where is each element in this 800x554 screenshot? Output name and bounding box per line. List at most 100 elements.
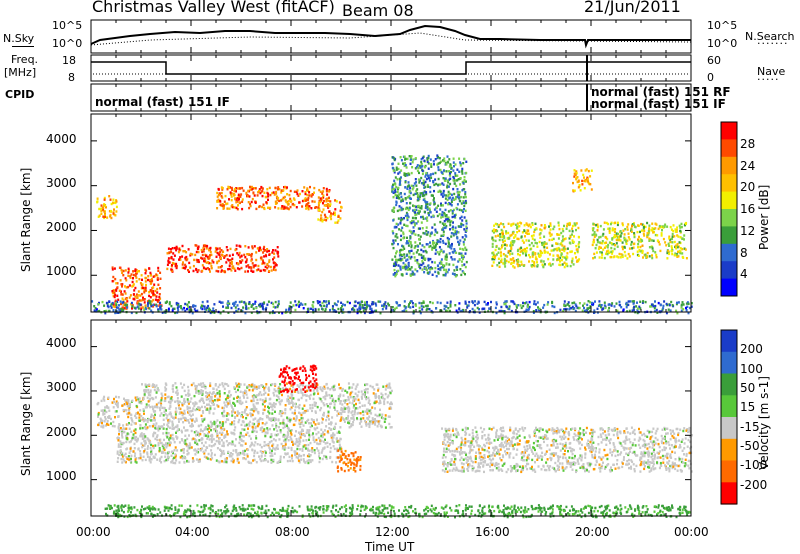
heatmap-cell <box>600 304 603 307</box>
heatmap-cell <box>328 443 331 446</box>
heatmap-cell <box>436 214 439 218</box>
heatmap-cell <box>144 272 147 275</box>
heatmap-cell <box>212 428 215 431</box>
heatmap-cell <box>283 456 285 459</box>
heatmap-cell <box>282 433 285 437</box>
heatmap-cell <box>403 300 406 303</box>
heatmap-cell <box>458 196 461 199</box>
heatmap-cell <box>432 241 435 244</box>
heatmap-cell <box>473 303 476 307</box>
heatmap-cell <box>623 238 626 242</box>
heatmap-cell <box>149 397 152 401</box>
heatmap-cell <box>212 438 215 441</box>
heatmap-cell <box>140 442 143 445</box>
heatmap-cell <box>308 194 311 197</box>
heatmap-cell <box>256 194 259 197</box>
heatmap-cell <box>134 422 137 425</box>
heatmap-cell <box>100 418 103 421</box>
heatmap-cell <box>235 449 237 452</box>
heatmap-cell <box>327 205 330 208</box>
heatmap-cell <box>539 236 542 239</box>
heatmap-cell <box>525 254 527 257</box>
heatmap-cell <box>328 190 331 193</box>
heatmap-cell <box>104 212 106 216</box>
heatmap-cell <box>419 195 421 198</box>
heatmap-cell <box>633 242 636 245</box>
heatmap-cell <box>142 451 145 454</box>
heatmap-cell <box>563 308 566 311</box>
heatmap-cell <box>429 202 432 205</box>
heatmap-cell <box>122 424 125 427</box>
heatmap-cell <box>206 244 209 248</box>
heatmap-cell <box>392 241 395 245</box>
heatmap-cell <box>112 406 115 409</box>
heatmap-cell <box>569 264 572 268</box>
heatmap-cell <box>543 242 546 245</box>
heatmap-cell <box>648 239 651 242</box>
heatmap-cell <box>433 233 436 237</box>
heatmap-cell <box>156 291 159 294</box>
heatmap-cell <box>238 435 241 439</box>
heatmap-cell <box>308 191 311 194</box>
heatmap-cell <box>244 245 247 248</box>
heatmap-cell <box>491 242 494 246</box>
heatmap-cell <box>648 255 651 258</box>
heatmap-cell <box>177 417 180 421</box>
heatmap-cell <box>427 231 430 234</box>
heatmap-cell <box>167 247 170 250</box>
heatmap-cell <box>497 225 500 228</box>
heatmap-cell <box>662 304 665 308</box>
heatmap-cell <box>548 253 551 256</box>
heatmap-cell <box>446 271 449 274</box>
heatmap-cell <box>227 185 230 189</box>
heatmap-cell <box>194 420 196 423</box>
heatmap-cell <box>429 208 431 212</box>
heatmap-cell <box>188 261 191 265</box>
heatmap-cell <box>420 248 423 252</box>
heatmap-cell <box>401 253 404 257</box>
heatmap-cell <box>607 249 610 252</box>
heatmap-cell <box>237 204 239 207</box>
heatmap-cell <box>421 169 424 172</box>
heatmap-cell <box>368 423 371 427</box>
heatmap-cell <box>306 447 309 450</box>
heatmap-cell <box>290 199 293 203</box>
heatmap-cell <box>491 264 494 267</box>
heatmap-cell <box>274 306 277 309</box>
heatmap-cell <box>340 416 343 419</box>
heatmap-cell <box>282 387 285 390</box>
heatmap-cell <box>429 268 432 271</box>
heatmap-cell <box>227 450 230 454</box>
heatmap-cell <box>319 386 322 389</box>
heatmap-cell <box>463 263 466 266</box>
heatmap-cell <box>337 307 340 311</box>
heatmap-cell <box>437 204 440 207</box>
heatmap-cell <box>447 307 450 310</box>
heatmap-cell <box>449 196 452 199</box>
heatmap-cell <box>236 208 239 211</box>
heatmap-cell <box>402 245 405 248</box>
heatmap-cell <box>265 254 268 258</box>
heatmap-cell <box>199 460 201 463</box>
heatmap-cell <box>183 250 186 253</box>
heatmap-cell <box>312 301 315 304</box>
heatmap-cell <box>175 386 178 389</box>
heatmap-cell <box>147 445 149 448</box>
heatmap-cell <box>241 198 244 201</box>
heatmap-cell <box>185 258 188 262</box>
heatmap-cell <box>145 307 148 311</box>
heatmap-cell <box>500 260 503 264</box>
heatmap-cell <box>460 222 463 225</box>
heatmap-cell <box>455 309 458 312</box>
heatmap-cell <box>258 249 260 252</box>
heatmap-cell <box>415 181 417 184</box>
heatmap-cell <box>412 230 415 233</box>
heatmap-cell <box>236 197 239 200</box>
heatmap-cell <box>303 444 306 447</box>
heatmap-cell <box>495 301 498 304</box>
heatmap-cell <box>420 302 423 305</box>
heatmap-cell <box>150 452 153 455</box>
heatmap-cell <box>551 263 554 266</box>
heatmap-cell <box>552 227 555 231</box>
heatmap-cell <box>164 455 167 458</box>
